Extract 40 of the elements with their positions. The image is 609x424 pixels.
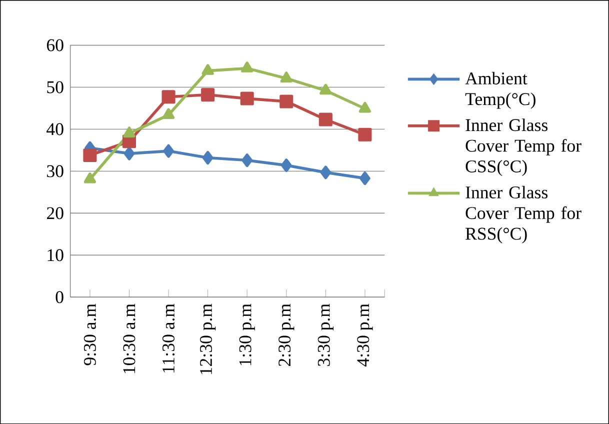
y-tick-label: 50 [47,81,64,94]
point [201,88,215,102]
x-tick-label: 11:30 a.m [162,304,175,372]
point [202,64,214,75]
point [280,94,294,108]
point [162,108,175,119]
point [202,150,214,164]
y-tick-label: 10 [48,249,64,262]
point [320,166,332,180]
point [318,112,332,126]
y-tick-label: 0 [56,291,64,304]
y-tick-label: 20 [46,207,64,220]
x-tick-label: 12:30 p.m [200,304,216,374]
x-tick-label: 1:30 p.m [239,304,255,366]
point [280,72,292,82]
point [83,148,97,162]
legend-label: Inner Glass Cover Temp for CSS(°C) [466,118,582,176]
x-tick-label: 9:30 a.m [84,304,96,366]
y-tick-label: 60 [46,39,64,52]
y-tick-label: 30 [47,165,64,178]
point [241,61,254,72]
point [84,172,96,184]
legend-label: Ambient Temp(°C) [465,72,536,109]
point [240,92,254,106]
x-tick-label: 4:30 p.m [357,304,373,366]
point [162,90,176,104]
y-tick-label: 40 [46,123,64,136]
point [358,102,371,113]
point [163,144,174,158]
point [320,84,332,95]
legend-label: Inner Glass Cover Temp for RSS(°C) [466,186,582,244]
point [124,146,135,160]
point [358,128,372,142]
x-tick-label: 10:30 a.m [123,304,136,374]
point [123,126,136,138]
x-tick-label: 2:30 p.m [278,304,294,366]
point [242,153,253,167]
point [360,171,370,185]
point [280,158,292,172]
x-tick-label: 3:30 p.m [318,304,334,366]
